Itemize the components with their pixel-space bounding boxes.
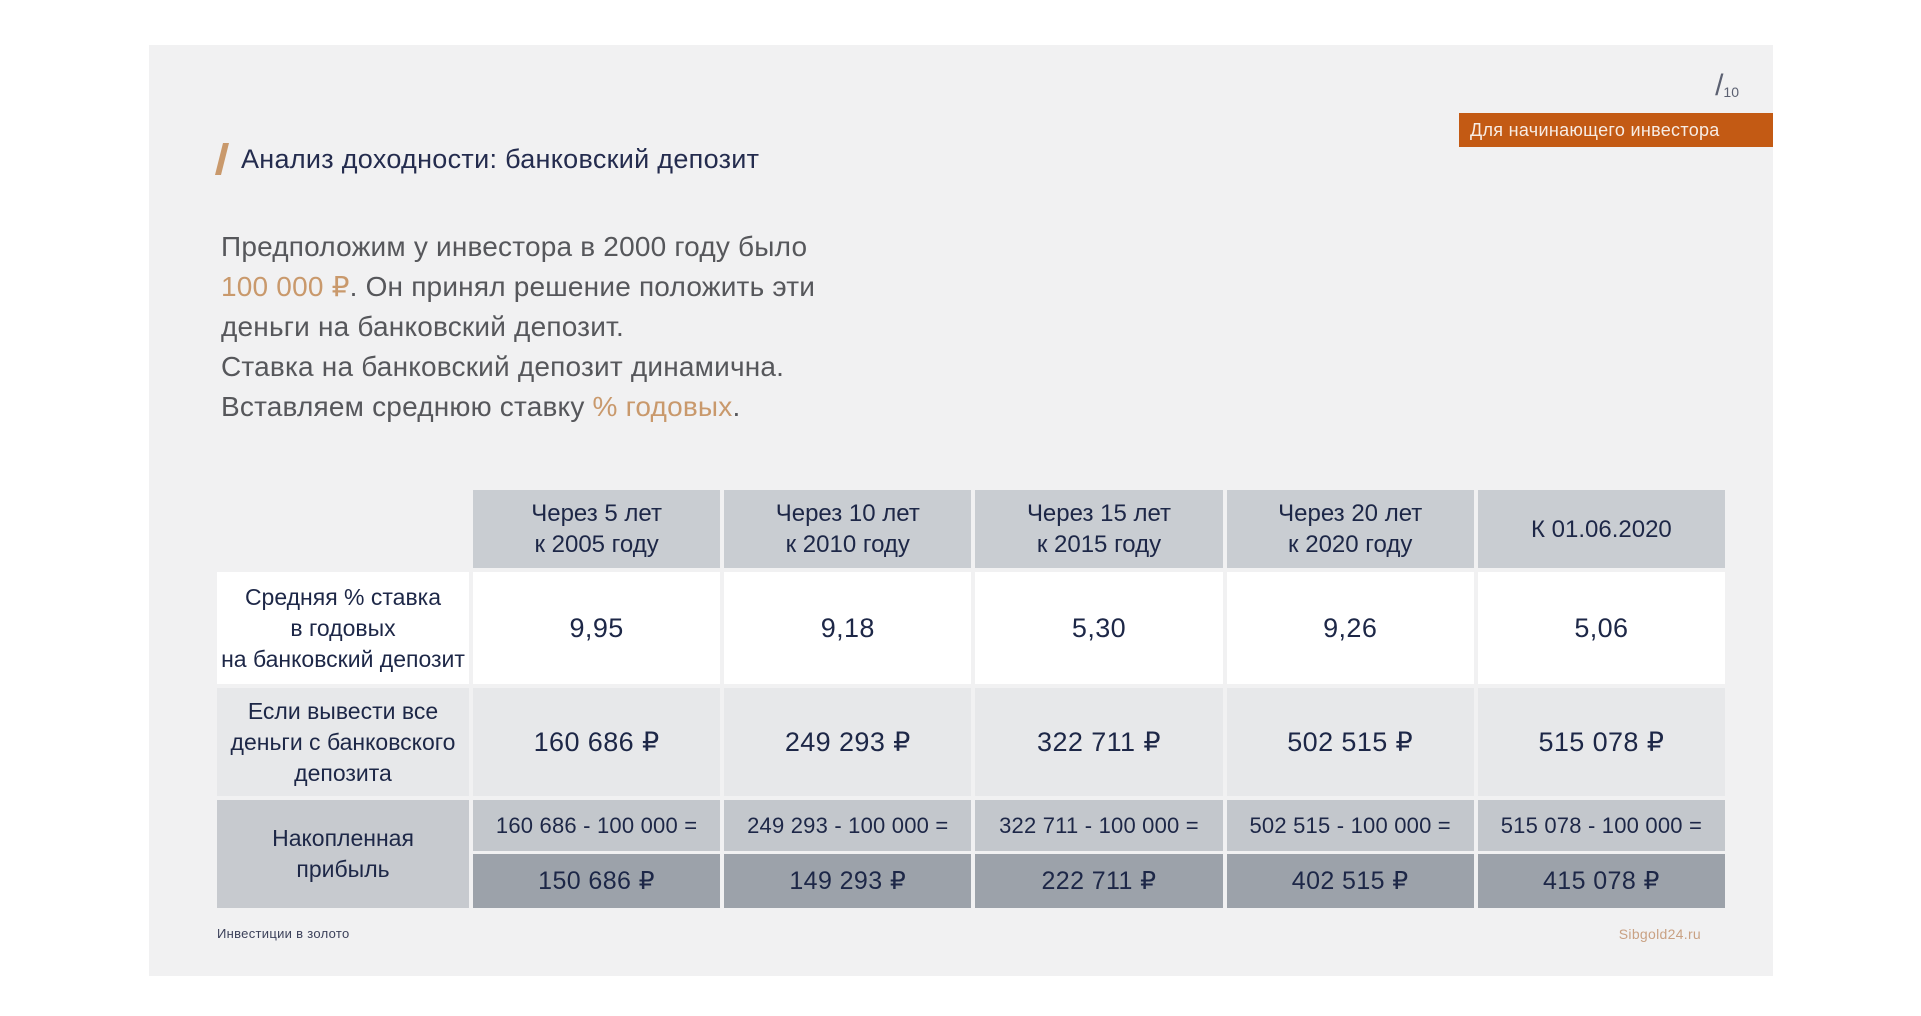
column-header-20-years: Через 20 лет к 2020 году (1226, 490, 1474, 568)
intro-amount-highlight: 100 000 ₽ (221, 271, 350, 302)
profit-result-2020: 415 078 ₽ (1477, 854, 1725, 908)
profit-formula-20y: 502 515 - 100 000 = (1226, 800, 1474, 851)
profit-formula-5y: 160 686 - 100 000 = (473, 800, 721, 851)
row-label-withdraw-all: Если вывести все деньги с банковского де… (217, 688, 469, 796)
deposit-returns-table: Через 5 лет к 2005 году Через 10 лет к 2… (217, 490, 1725, 908)
footer-site-link[interactable]: Sibgold24.ru (1618, 926, 1701, 942)
table-cell-withdraw-2020: 515 078 ₽ (1477, 688, 1725, 796)
intro-rate-highlight: % годовых (592, 391, 733, 422)
table-cell-profit-10y: 249 293 - 100 000 = 149 293 ₽ (724, 800, 972, 908)
intro-text-part2: . Он принял решение положить эти деньги … (221, 271, 816, 422)
profit-formula-10y: 249 293 - 100 000 = (724, 800, 972, 851)
slide-title-block: Анализ доходности: банковский депозит (215, 143, 760, 175)
page-number: /10 (1715, 71, 1739, 101)
table-corner-cell (217, 490, 469, 568)
profit-result-10y: 149 293 ₽ (724, 854, 972, 908)
row-label-average-rate: Средняя % ставка в годовых на банковский… (217, 572, 469, 684)
profit-formula-15y: 322 711 - 100 000 = (975, 800, 1223, 851)
table-cell-profit-20y: 502 515 - 100 000 = 402 515 ₽ (1226, 800, 1474, 908)
column-header-15-years: Через 15 лет к 2015 году (975, 490, 1223, 568)
table-cell-rate-10y: 9,18 (724, 572, 972, 684)
profit-result-20y: 402 515 ₽ (1226, 854, 1474, 908)
table-cell-profit-5y: 160 686 - 100 000 = 150 686 ₽ (473, 800, 721, 908)
page-number-value: 10 (1723, 84, 1739, 100)
table-cell-rate-2020: 5,06 (1477, 572, 1725, 684)
intro-text-part1: Предположим у инвестора в 2000 году было (221, 231, 808, 262)
row-label-accumulated-profit: Накопленная прибыль (217, 800, 469, 908)
intro-text-part3: . (732, 391, 741, 422)
table-cell-rate-15y: 5,30 (975, 572, 1223, 684)
table-cell-profit-15y: 322 711 - 100 000 = 222 711 ₽ (975, 800, 1223, 908)
audience-badge: Для начинающего инвестора (1459, 113, 1773, 147)
column-header-10-years: Через 10 лет к 2010 году (724, 490, 972, 568)
table-cell-withdraw-15y: 322 711 ₽ (975, 688, 1223, 796)
intro-paragraph: Предположим у инвестора в 2000 году было… (221, 227, 961, 427)
profit-formula-2020: 515 078 - 100 000 = (1477, 800, 1725, 851)
footer-series-label: Инвестиции в золото (217, 926, 350, 941)
profit-result-15y: 222 711 ₽ (975, 854, 1223, 908)
presentation-slide: /10 Для начинающего инвестора Анализ дох… (149, 45, 1773, 976)
page-title: Анализ доходности: банковский депозит (241, 143, 760, 174)
column-header-5-years: Через 5 лет к 2005 году (473, 490, 721, 568)
table-cell-withdraw-20y: 502 515 ₽ (1226, 688, 1474, 796)
profit-result-5y: 150 686 ₽ (473, 854, 721, 908)
table-cell-rate-20y: 9,26 (1226, 572, 1474, 684)
audience-badge-label: Для начинающего инвестора (1470, 119, 1720, 140)
table-cell-withdraw-5y: 160 686 ₽ (473, 688, 721, 796)
title-slash-icon (215, 143, 229, 175)
table-cell-withdraw-10y: 249 293 ₽ (724, 688, 972, 796)
column-header-2020: К 01.06.2020 (1477, 490, 1725, 568)
table-cell-rate-5y: 9,95 (473, 572, 721, 684)
table-cell-profit-2020: 515 078 - 100 000 = 415 078 ₽ (1477, 800, 1725, 908)
page-number-slash-icon: / (1715, 69, 1724, 102)
